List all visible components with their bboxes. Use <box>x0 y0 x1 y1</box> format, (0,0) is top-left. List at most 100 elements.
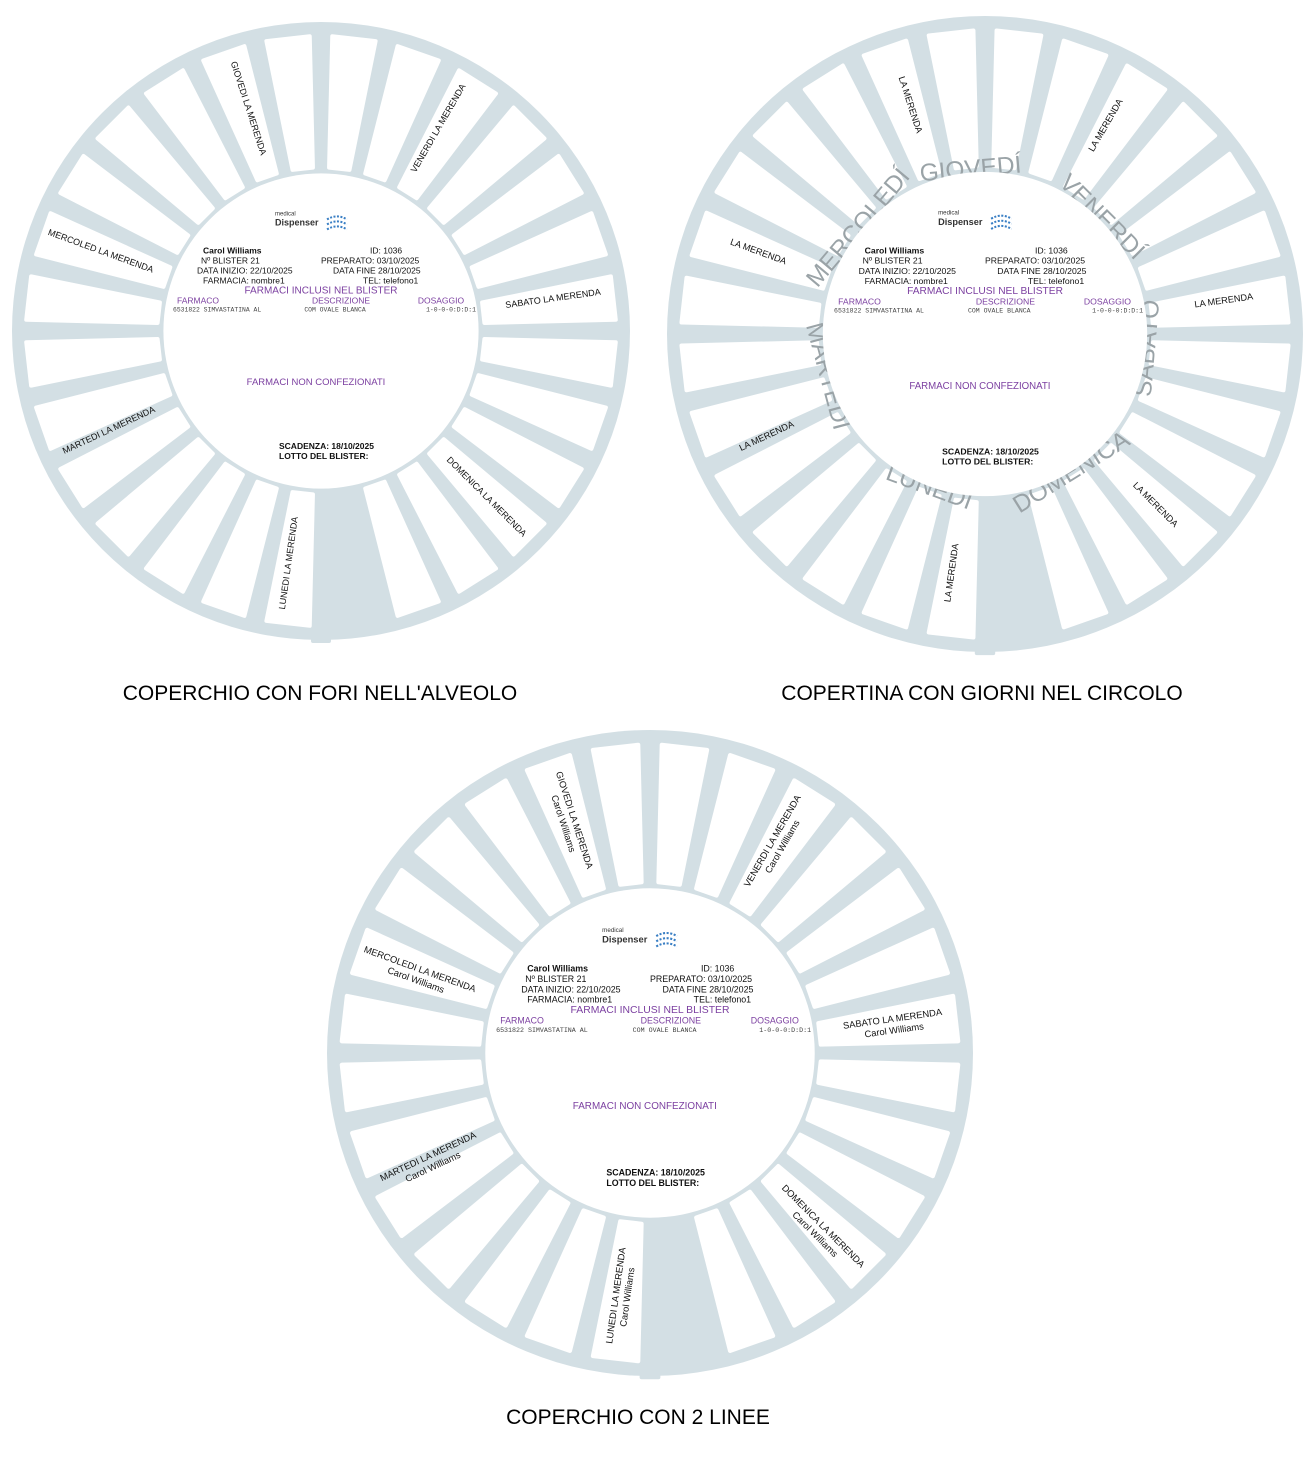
compartment-slot <box>427 437 547 557</box>
prepared-field: PREPARATO: 03/10/2025 <box>650 974 752 984</box>
expiry-field: SCADENZA: 18/10/2025 <box>279 441 374 451</box>
compartment-slot <box>786 1132 925 1239</box>
lot-field: LOTTO DEL BLISTER: <box>606 1178 699 1188</box>
compartment-slot <box>991 28 1044 171</box>
compartment-slot <box>469 373 608 451</box>
row-dose: 1-0-0-0:D:D:1 <box>759 1026 811 1034</box>
compartment-slot <box>201 44 279 183</box>
compartment-slot <box>729 778 836 917</box>
pharmacy-field: FARMACIA: nombre1 <box>865 276 948 286</box>
col-dose: DOSAGGIO <box>1084 296 1131 306</box>
disc-tab <box>639 1372 661 1380</box>
compartment-slot <box>480 274 618 325</box>
lid-disc-holes: GIOVEDI LA MERENDA VENERDI LA MERENDA SABA… <box>10 20 632 652</box>
caption-lid-holes: COPERCHIO CON FORI NELL'ALVEOLO <box>122 682 518 705</box>
logo-big-text: Dispenser <box>602 934 648 944</box>
patient-name: Carol Williams <box>865 245 925 255</box>
compartment-slot <box>1094 101 1218 225</box>
logo-wave-icon <box>655 931 678 938</box>
id-field: ID: 1036 <box>1035 245 1068 255</box>
compartment-slot <box>786 867 925 974</box>
row-dose: 1-0-0-0:D:D:1 <box>1092 308 1143 315</box>
compartment-slot <box>714 412 851 517</box>
compartment-slot <box>397 461 498 594</box>
row-drug: 6531822 SIMVASTATINA AL <box>496 1026 588 1034</box>
end-date-field: DATA FINE 28/10/2025 <box>997 266 1086 276</box>
logo-small-text: medical <box>275 211 296 217</box>
compartment-slot <box>427 105 547 225</box>
compartment-slot <box>1148 340 1291 393</box>
compartment-slot <box>805 927 950 1009</box>
compartment-slot <box>679 340 822 393</box>
col-dose: DOSAGGIO <box>418 295 465 305</box>
id-field: ID: 1036 <box>701 963 734 973</box>
compartment-slot <box>1138 377 1281 458</box>
caption-lid-two-lines: COPERCHIO CON 2 LINEE <box>506 1406 770 1429</box>
disc-svg: GIOVEDI LA MERENDA VENERDI LA MERENDASABA… <box>12 22 630 643</box>
compartment-slot <box>590 742 644 887</box>
compartment-slot <box>397 68 498 201</box>
compartment-slot <box>144 461 245 594</box>
not-packaged-title: FARMACI NON CONFEZIONATI <box>247 377 386 388</box>
compartment-slot <box>656 742 710 887</box>
logo-big-text: Dispenser <box>938 217 983 227</box>
patient-info: Carol Williams ID: 1036 Nº BLISTER 21 PREPA… <box>834 245 1143 466</box>
compartment-slot <box>694 1208 776 1353</box>
compartment-slot <box>714 151 851 256</box>
compartment-slot <box>24 274 162 325</box>
compartment-slot <box>34 211 173 289</box>
compartment-slot <box>201 479 279 618</box>
row-drug: 6531822 SIMVASTATINA AL <box>173 306 261 313</box>
col-desc: DESCRIZIONE <box>312 295 370 305</box>
compartment-slot <box>926 497 979 640</box>
compartment-slot <box>451 154 584 255</box>
prepared-field: PREPARATO: 03/10/2025 <box>321 255 420 265</box>
compartment-slot <box>363 479 441 618</box>
compartment-slot <box>752 443 876 567</box>
start-date-field: DATA INIZIO: 22/10/2025 <box>521 984 620 994</box>
compartment-slot <box>1138 210 1281 291</box>
compartment-slot <box>590 1219 644 1364</box>
compartment-slot <box>264 34 315 172</box>
compartment-slot <box>760 1163 886 1289</box>
pharmacy-field: FARMACIA: nombre1 <box>203 275 285 285</box>
included-title: FARMACI INCLUSI NEL BLISTER <box>907 286 1063 297</box>
compartment-slot <box>1119 412 1256 517</box>
col-drug: FARMACO <box>838 296 881 306</box>
lid-disc-two-lines: GIOVEDI LA MERENDA Carol Williams VENERDI … <box>325 728 975 1388</box>
compartment-slot <box>414 1163 540 1289</box>
col-dose: DOSAGGIO <box>751 1015 799 1025</box>
phone-field: TEL: telefono1 <box>1028 276 1084 286</box>
compartment-slot <box>816 1059 961 1113</box>
col-desc: DESCRIZIONE <box>976 296 1035 306</box>
col-drug: FARMACO <box>500 1015 544 1025</box>
included-title: FARMACI INCLUSI NEL BLISTER <box>245 285 398 296</box>
compartment-slot <box>375 867 514 974</box>
row-desc: COM OVALE BLANCA <box>304 306 366 313</box>
compartment-slot <box>95 437 215 557</box>
compartment-slot <box>694 753 776 898</box>
compartment-slot <box>327 34 378 172</box>
phone-field: TEL: telefono1 <box>363 275 419 285</box>
blister-field: Nº BLISTER 21 <box>201 255 260 265</box>
logo-big-text: Dispenser <box>275 217 319 227</box>
blister-field: Nº BLISTER 21 <box>863 256 923 266</box>
logo-wave-icon <box>990 219 1013 225</box>
patient-name: Carol Williams <box>203 245 262 255</box>
row-desc: COM OVALE BLANCA <box>633 1026 697 1034</box>
compartment-slot <box>480 337 618 388</box>
start-date-field: DATA INIZIO: 22/10/2025 <box>859 266 957 276</box>
expiry-field: SCADENZA: 18/10/2025 <box>606 1168 705 1178</box>
blister-field: Nº BLISTER 21 <box>525 974 586 984</box>
compartment-slot <box>464 1189 571 1328</box>
lot-field: LOTTO DEL BLISTER: <box>942 457 1033 467</box>
compartment-slot <box>144 68 245 201</box>
compartment-slot <box>1094 443 1218 567</box>
compartment-slot <box>414 817 540 943</box>
compartment-slot <box>363 44 441 183</box>
logo-wave-icon <box>990 214 1013 220</box>
phone-field: TEL: telefono1 <box>694 995 752 1005</box>
